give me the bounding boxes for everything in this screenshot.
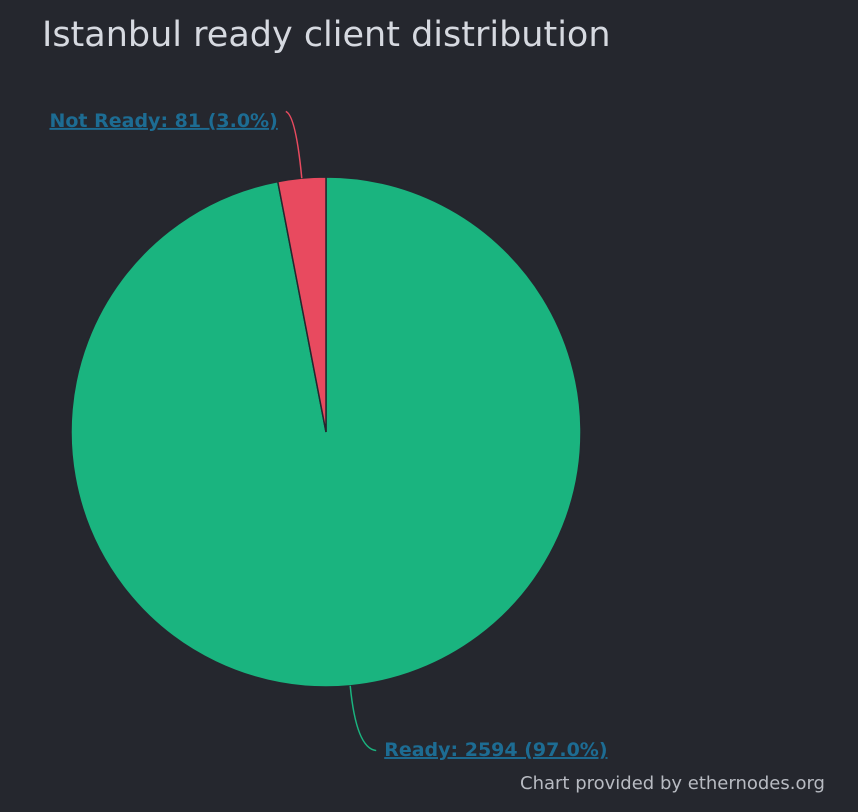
credit: Chart provided by ethernodes.org [520, 773, 825, 794]
data-label: Not Ready: 81 (3.0%) [49, 110, 277, 132]
connector [349, 685, 377, 752]
connector [285, 110, 303, 179]
chart-title: Istanbul ready client distribution [42, 15, 611, 55]
data-label: Ready: 2594 (97.0%) [384, 739, 607, 761]
